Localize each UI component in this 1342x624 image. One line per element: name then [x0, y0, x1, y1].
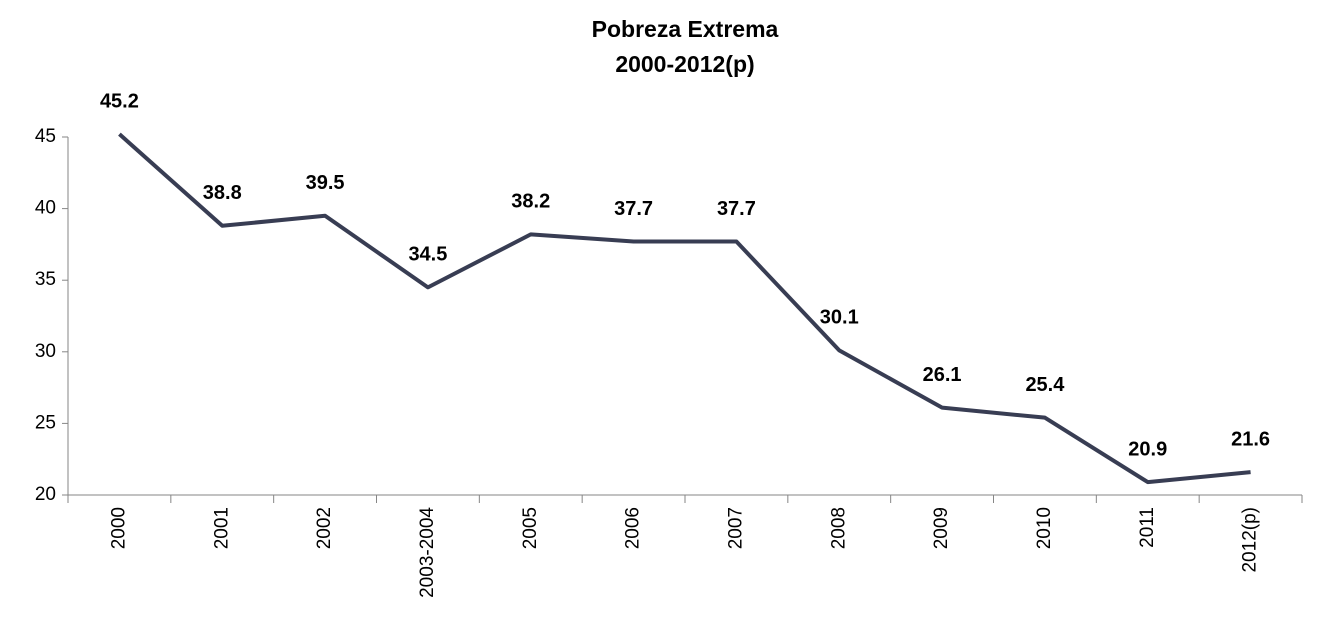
data-label: 38.8 [203, 182, 242, 204]
data-label: 30.1 [820, 307, 859, 329]
data-label: 20.9 [1128, 438, 1167, 460]
x-tick-label: 2005 [520, 507, 541, 549]
data-label: 25.4 [1025, 374, 1065, 396]
data-label: 39.5 [306, 172, 345, 194]
x-tick-label: 2003-2004 [417, 507, 438, 598]
x-tick-label: 2000 [108, 507, 129, 549]
chart-subtitle: 2000-2012(p) [615, 51, 754, 77]
y-tick-label: 45 [35, 126, 56, 147]
x-tick-label: 2009 [931, 507, 952, 549]
chart-title: Pobreza Extrema [592, 16, 779, 42]
data-label: 45.2 [100, 90, 139, 112]
data-label: 38.2 [511, 191, 550, 213]
x-tick-label: 2010 [1034, 507, 1055, 549]
x-tick-label: 2008 [828, 507, 849, 549]
data-line [118, 132, 1251, 485]
x-tick-label: 2001 [211, 507, 232, 549]
data-label: 37.7 [717, 198, 756, 220]
x-tick-label: 2011 [1137, 507, 1158, 548]
x-tick-label: 2012(p) [1240, 507, 1261, 573]
x-tick-label: 2007 [725, 507, 746, 549]
data-label: 21.6 [1231, 428, 1270, 450]
y-tick-label: 25 [35, 412, 56, 433]
data-label: 26.1 [923, 364, 962, 386]
data-label: 37.7 [614, 198, 653, 220]
data-label: 34.5 [408, 244, 447, 266]
y-tick-label: 30 [35, 341, 56, 362]
x-tick-label: 2006 [623, 507, 644, 549]
x-tick-label: 2002 [314, 507, 335, 549]
y-tick-label: 35 [35, 269, 56, 290]
y-tick-label: 40 [35, 198, 56, 219]
y-tick-label: 20 [35, 484, 56, 505]
